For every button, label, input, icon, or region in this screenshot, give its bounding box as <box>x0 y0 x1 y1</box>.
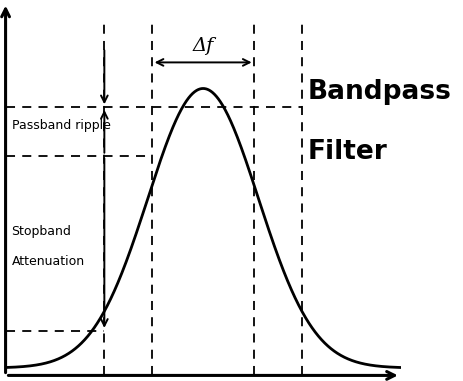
Text: Filter: Filter <box>308 139 388 165</box>
Text: Stopband: Stopband <box>12 226 71 239</box>
Text: Passband ripple: Passband ripple <box>12 119 110 132</box>
Text: Δf: Δf <box>193 37 214 55</box>
Text: Attenuation: Attenuation <box>12 255 85 268</box>
Text: Bandpass: Bandpass <box>308 79 452 105</box>
